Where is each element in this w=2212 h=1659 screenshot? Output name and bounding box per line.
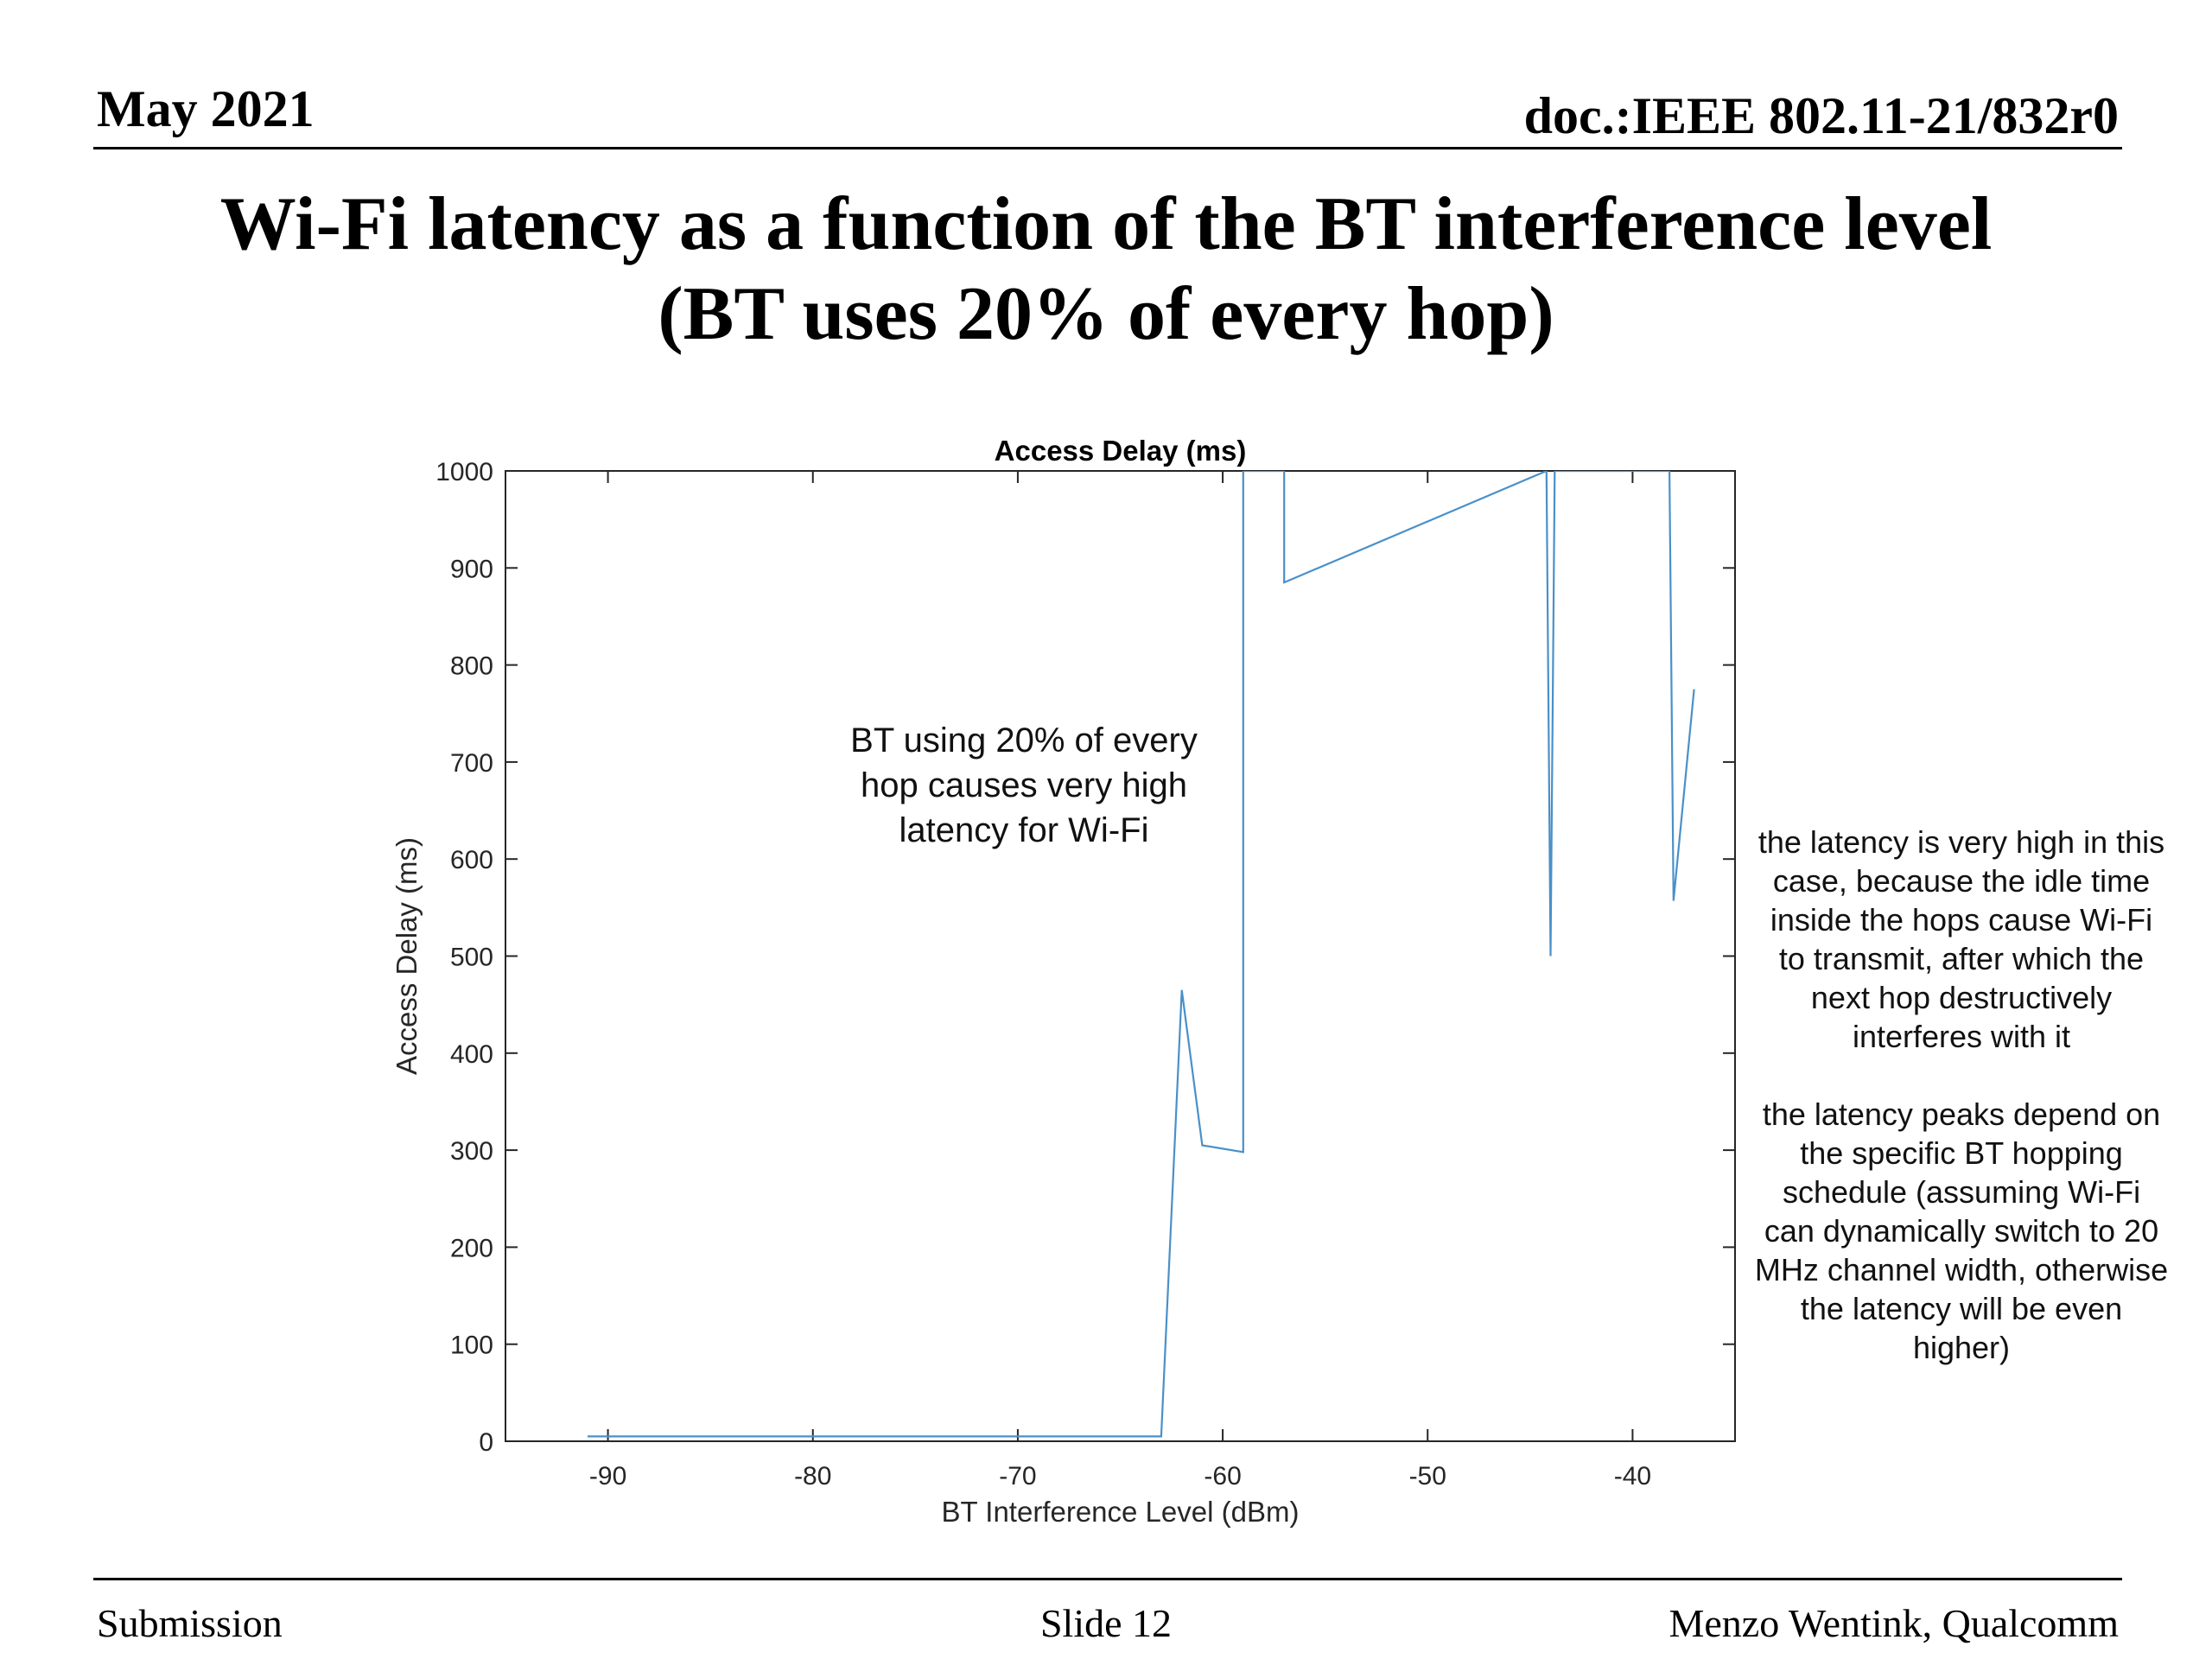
footer-slide-number: Slide 12 — [1039, 1601, 1173, 1645]
series-line-1 — [587, 471, 1695, 1438]
y-tick-label: 200 — [450, 1234, 493, 1262]
x-tick-label: -70 — [999, 1462, 1036, 1491]
footer-submission: Submission — [97, 1601, 283, 1645]
header-doc-id: doc.:IEEE 802.11-21/832r0 — [1523, 87, 2119, 144]
side-notes: the latency is very high in this case, b… — [1754, 823, 2169, 1406]
x-tick-label: -90 — [589, 1462, 626, 1491]
x-tick-label: -60 — [1204, 1462, 1241, 1491]
side-note-latency-peaks: the latency peaks depend on the specific… — [1754, 1096, 2169, 1365]
footer-author: Menzo Wentink, Qualcomm — [1669, 1601, 2119, 1645]
header-date: May 2021 — [97, 80, 315, 137]
y-axis-label: Access Delay (ms) — [391, 837, 423, 1075]
x-tick-label: -40 — [1614, 1462, 1651, 1491]
y-tick-label: 100 — [450, 1332, 493, 1360]
x-tick-label: -80 — [794, 1462, 831, 1491]
slide-title: Wi-Fi latency as a function of the BT in… — [0, 180, 2212, 359]
y-tick-label: 900 — [450, 555, 493, 583]
y-tick-label: 700 — [450, 749, 493, 778]
slide-title-line2: (BT uses 20% of every hop) — [658, 272, 1554, 356]
y-tick-label: 0 — [479, 1428, 493, 1457]
footer-divider — [93, 1578, 2122, 1580]
side-note-latency-explanation: the latency is very high in this case, b… — [1758, 824, 2165, 1054]
y-tick-label: 1000 — [435, 458, 493, 486]
x-axis-label: BT Interference Level (dBm) — [942, 1496, 1300, 1528]
x-tick-label: -50 — [1409, 1462, 1446, 1491]
slide-title-line1: Wi-Fi latency as a function of the BT in… — [219, 182, 1993, 266]
y-tick-label: 500 — [450, 944, 493, 972]
y-tick-label: 600 — [450, 846, 493, 874]
chart-title: Access Delay (ms) — [995, 435, 1247, 467]
y-tick-label: 300 — [450, 1137, 493, 1166]
chart-annotation: BT using 20% of every hop causes very hig… — [850, 721, 1198, 849]
y-tick-label: 800 — [450, 652, 493, 681]
y-tick-label: 400 — [450, 1040, 493, 1069]
header-divider — [93, 147, 2122, 149]
